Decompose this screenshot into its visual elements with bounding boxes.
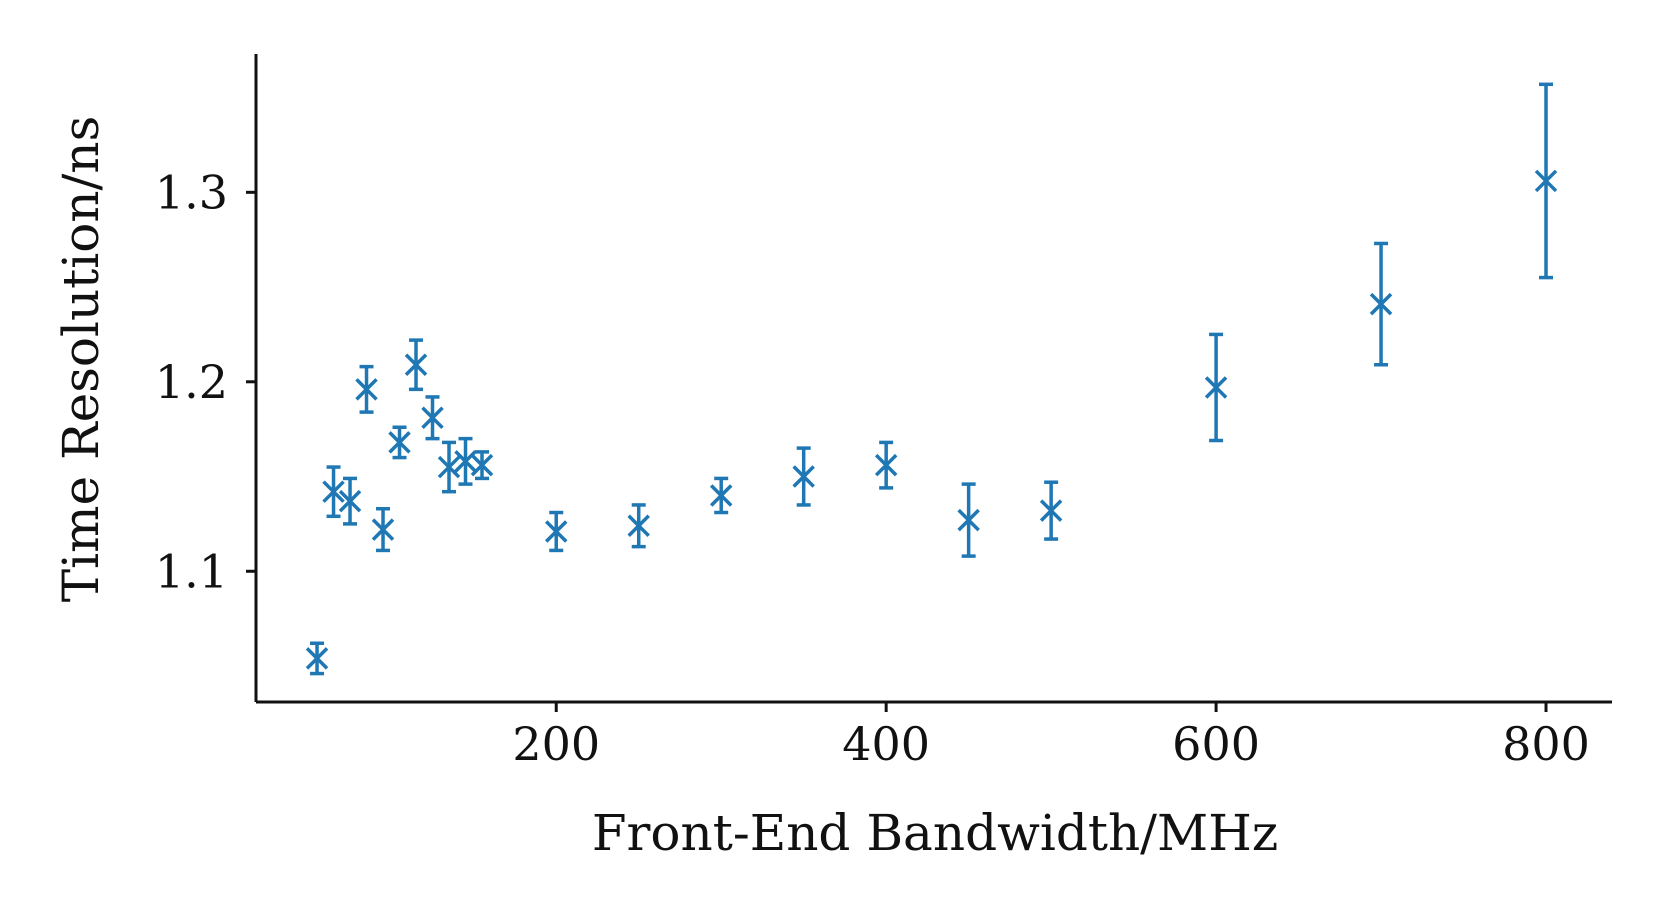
x-tick-label: 600 [1172, 717, 1260, 771]
data-point [338, 476, 362, 526]
x-marker [421, 406, 444, 430]
data-point [388, 425, 411, 460]
data-point [305, 641, 329, 676]
x-marker [355, 378, 378, 401]
data-point [957, 482, 980, 558]
x-marker [792, 465, 815, 488]
x-marker [404, 353, 428, 376]
data-point [421, 395, 444, 441]
x-marker [322, 480, 345, 503]
x-marker [544, 520, 568, 543]
x-marker [305, 647, 329, 670]
x-marker [1534, 169, 1558, 193]
x-tick-label: 800 [1502, 717, 1590, 771]
data-point [454, 436, 477, 486]
data-point [355, 364, 378, 414]
x-tick-label: 400 [842, 717, 930, 771]
y-tick-label: 1.3 [155, 165, 228, 219]
x-marker [470, 453, 494, 477]
data-point [1534, 82, 1558, 280]
data-marks [305, 82, 1558, 676]
x-marker [874, 453, 898, 477]
data-point [709, 476, 733, 515]
x-marker [388, 431, 411, 454]
data-point [627, 503, 650, 549]
y-axis-ticks: 1.1 1.2 1.3 [155, 165, 256, 598]
data-point [470, 450, 494, 481]
data-point [404, 338, 428, 392]
data-point [874, 440, 898, 490]
data-point [544, 510, 568, 553]
data-point [792, 446, 815, 507]
data-point [1204, 332, 1228, 443]
x-marker [957, 508, 980, 532]
x-marker [1369, 292, 1393, 316]
y-tick-label: 1.2 [155, 355, 228, 409]
x-marker [437, 455, 461, 479]
data-point [322, 465, 345, 519]
data-point [1369, 241, 1393, 367]
x-marker [1204, 376, 1228, 399]
x-marker [627, 514, 650, 538]
x-marker [709, 484, 733, 507]
data-point [437, 440, 461, 494]
x-marker [454, 450, 477, 473]
x-marker [1039, 499, 1063, 522]
data-point [1039, 480, 1063, 541]
x-axis-ticks: 200 400 600 800 [512, 702, 1590, 771]
x-axis-title: Front-End Bandwidth/MHz [592, 804, 1278, 862]
x-marker [338, 489, 362, 513]
x-tick-label: 200 [512, 717, 600, 771]
y-tick-label: 1.1 [155, 544, 228, 598]
y-axis-title: Time Resolution/ns [52, 116, 110, 603]
x-marker [371, 518, 395, 541]
data-point [371, 506, 395, 553]
